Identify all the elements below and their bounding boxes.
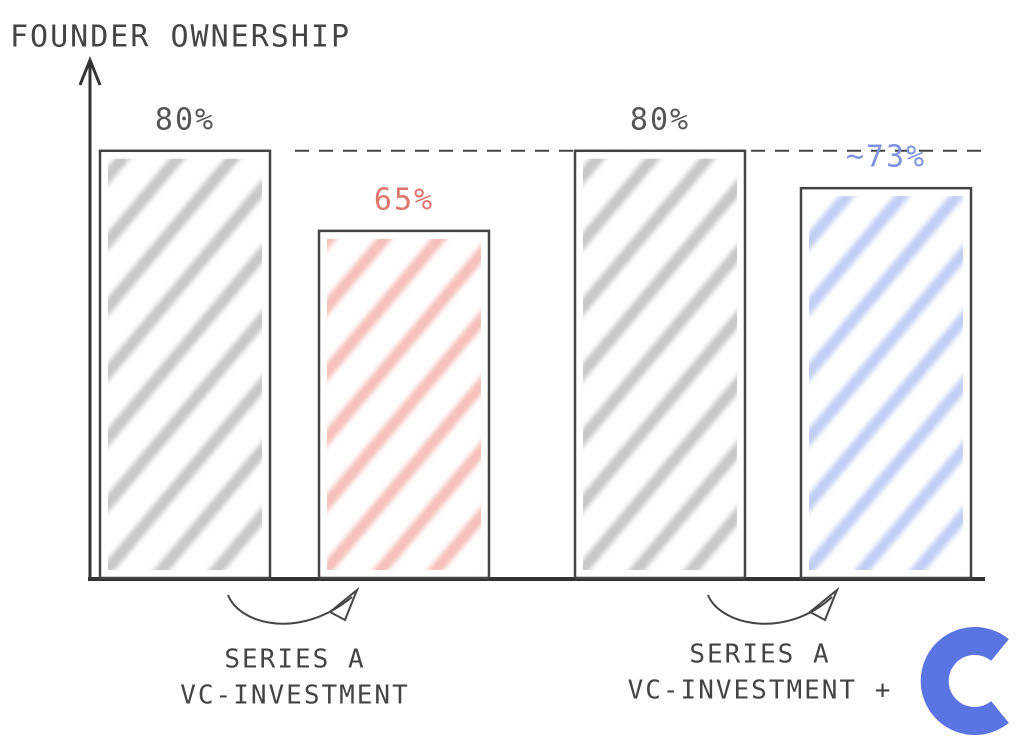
bar [799,186,973,580]
bar-hatch [108,158,262,570]
arrows [227,586,840,625]
bar-hatch [809,196,963,570]
y-axis [78,55,102,580]
annotation: VC-INVESTMENT + [628,676,893,706]
value-label: 65% [374,182,434,217]
bar [98,149,272,580]
bar-hatch [327,238,481,570]
value-label: ~73% [846,140,926,175]
chart-title: FOUNDER OWNERSHIP [10,20,351,55]
value-label: 80% [155,102,215,137]
annotation: SERIES A [689,640,830,670]
logo [920,627,1009,735]
annotation: SERIES A [224,645,365,675]
bar [573,149,747,580]
bar-hatch [583,158,737,570]
bar [317,229,491,580]
annotation: VC-INVESTMENT [180,681,410,711]
value-label: 80% [630,102,690,137]
